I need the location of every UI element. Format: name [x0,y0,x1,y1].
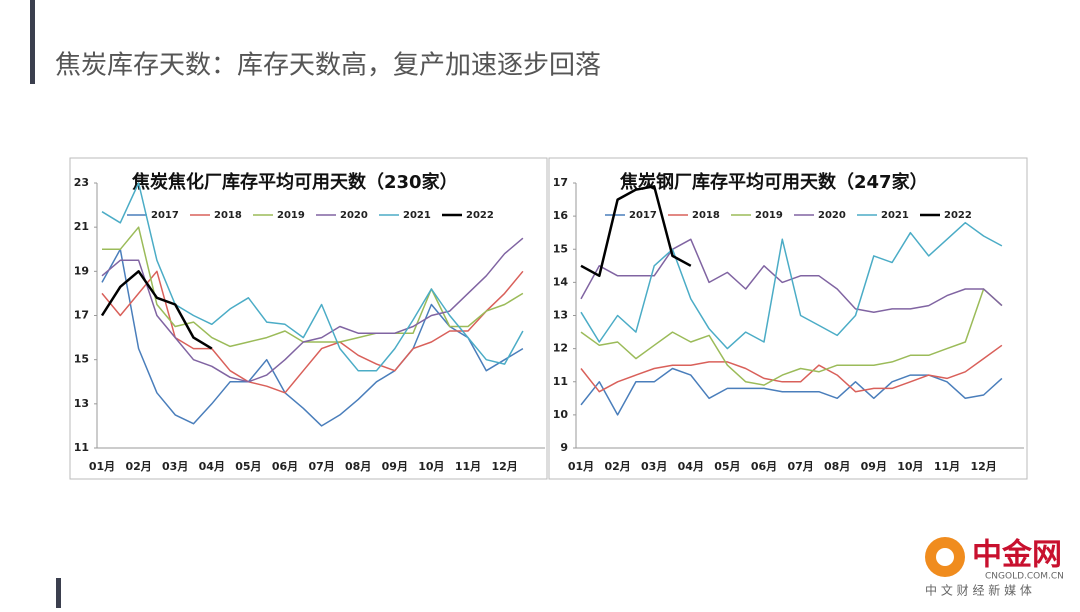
legend-label: 2022 [944,210,972,221]
legend-label: 2021 [403,210,431,221]
series-line [101,237,524,383]
x-tick-label: 09月 [382,460,408,473]
logo-domain: CNGOLD.COM.CN [985,572,1064,582]
y-tick-label: 17 [74,309,89,322]
y-tick-label: 13 [553,309,568,322]
logo-slogan: 中 文 财 经 新 媒 体 [925,583,1032,598]
legend-label: 2018 [692,210,720,221]
x-tick-label: 08月 [824,460,850,473]
x-tick-label: 10月 [897,460,923,473]
series-line [101,270,524,394]
accent-bar [30,0,35,84]
legend-label: 2017 [629,210,657,221]
legend-label: 2021 [881,210,909,221]
y-tick-label: 17 [553,176,568,189]
y-tick-label: 10 [553,408,569,421]
series-line [580,221,1003,350]
x-tick-label: 04月 [199,460,225,473]
series-line [101,248,524,427]
y-tick-label: 19 [74,264,89,277]
series-line [580,344,1003,393]
logo-text: 中金网 [972,538,1062,573]
x-tick-label: 01月 [568,460,594,473]
y-tick-label: 15 [74,353,89,366]
x-tick-label: 03月 [641,460,667,473]
x-tick-label: 03月 [162,460,188,473]
series-line [580,288,1003,386]
y-tick-label: 13 [74,397,89,410]
chart-title: 焦炭钢厂库存平均可用天数（247家） [619,171,928,193]
x-tick-label: 12月 [491,460,517,473]
legend-label: 2018 [214,210,242,221]
legend-label: 2020 [818,210,846,221]
chart-frame [69,157,548,480]
y-tick-label: 12 [553,342,568,355]
x-tick-label: 06月 [751,460,777,473]
x-tick-label: 04月 [678,460,704,473]
chart-title: 焦炭焦化厂库存平均可用天数（230家） [131,171,458,193]
slide-title: 焦炭库存天数：库存天数高，复产加速逐步回落 [55,51,601,81]
x-tick-label: 08月 [345,460,371,473]
logo-mark [936,548,954,566]
series-line [100,270,213,350]
series-line [580,185,692,278]
x-tick-label: 02月 [604,460,630,473]
legend-label: 2020 [340,210,368,221]
legend-label: 2017 [151,210,179,221]
y-tick-label: 16 [553,209,569,222]
x-tick-label: 09月 [861,460,887,473]
x-tick-label: 07月 [308,460,334,473]
legend-label: 2019 [277,210,305,221]
y-tick-label: 15 [553,242,568,255]
x-tick-label: 06月 [272,460,298,473]
y-tick-label: 21 [74,220,89,233]
y-tick-label: 11 [553,375,568,388]
y-tick-label: 14 [553,275,569,288]
y-tick-label: 23 [74,176,89,189]
x-tick-label: 07月 [787,460,813,473]
x-tick-label: 05月 [235,460,261,473]
series-line [102,226,524,348]
x-tick-label: 10月 [418,460,444,473]
series-line [580,367,1003,416]
legend-label: 2019 [755,210,783,221]
x-tick-label: 12月 [970,460,996,473]
x-tick-label: 05月 [714,460,740,473]
y-tick-label: 9 [560,441,568,454]
legend-label: 2022 [466,210,494,221]
x-tick-label: 01月 [89,460,115,473]
y-tick-label: 11 [74,441,89,454]
accent-bar [56,578,61,608]
series-line [101,182,524,372]
x-tick-label: 11月 [934,460,960,473]
x-tick-label: 11月 [455,460,481,473]
chart-frame [548,157,1028,480]
x-tick-label: 02月 [125,460,151,473]
